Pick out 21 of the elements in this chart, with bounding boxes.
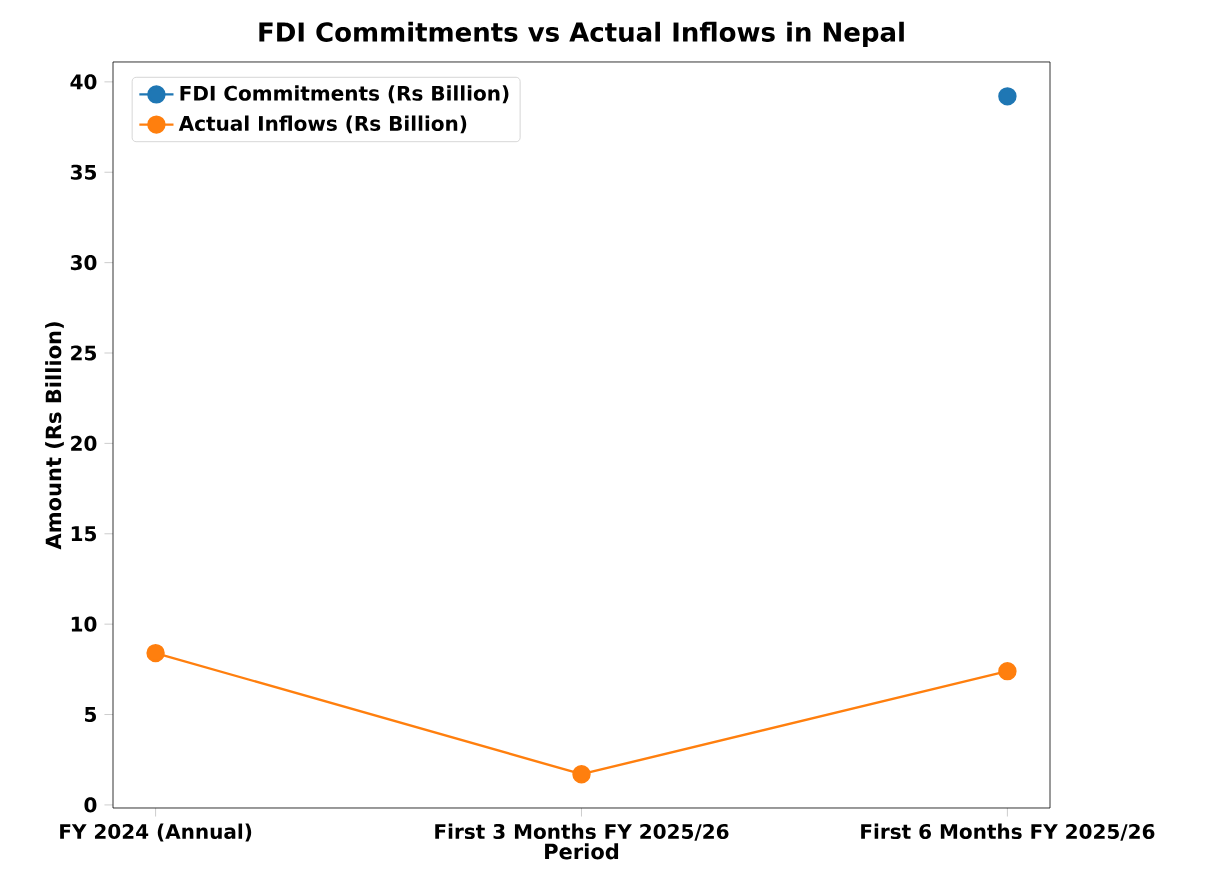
x-axis-title: Period	[545, 843, 619, 860]
y-tick-label: 0	[84, 797, 97, 813]
y-tick-label: 25	[71, 345, 96, 361]
y-tick-label: 30	[70, 255, 97, 271]
point	[146, 643, 165, 663]
y-tick-label: 40	[70, 74, 97, 90]
chart-title: FDI Commitments vs Actual Inflows in Nepal	[259, 21, 904, 47]
legend-label: FDI Commitments (Rs Billion)	[180, 85, 509, 104]
point	[998, 87, 1017, 106]
point	[998, 661, 1017, 681]
y-axis-title: Amount (Rs Billion)	[45, 322, 64, 550]
legend-label: Actual Inflows (Rs Billion)	[178, 115, 467, 134]
x-tick-label: First 6 Months FY 2025/26	[861, 823, 1155, 841]
y-tick-label: 15	[71, 526, 96, 542]
y-tick-label: 5	[85, 707, 96, 722]
x-tick-label: FY 2024 (Annual)	[60, 823, 252, 842]
y-tick-label: 10	[71, 616, 97, 632]
y-tick-label: 20	[71, 435, 97, 451]
point	[572, 764, 591, 784]
x-tick-label: First 3 Months FY 2025/26	[435, 823, 729, 841]
y-tick-label: 35	[70, 164, 96, 180]
